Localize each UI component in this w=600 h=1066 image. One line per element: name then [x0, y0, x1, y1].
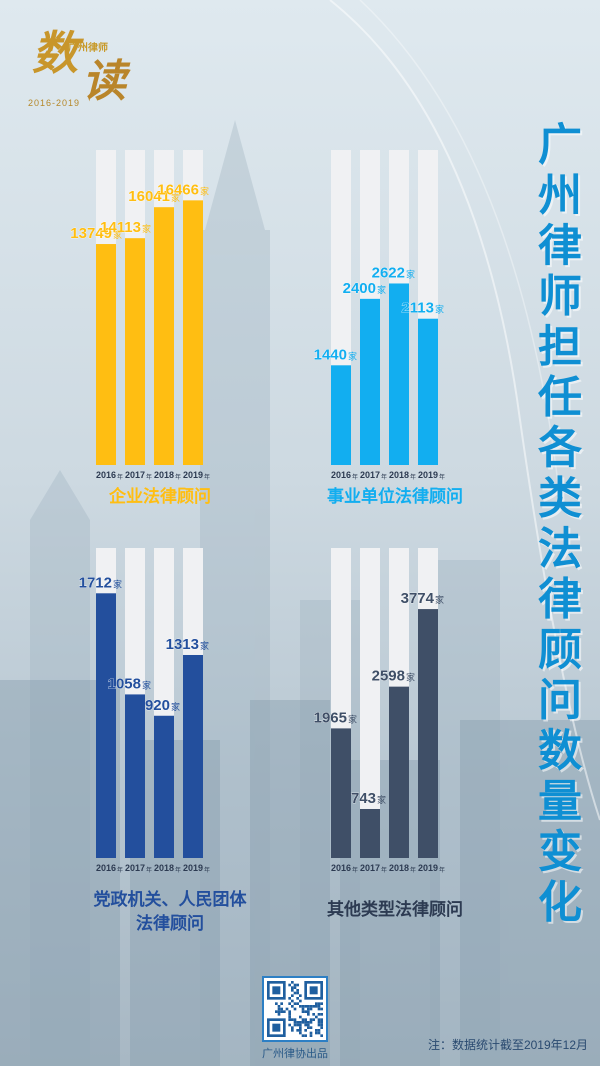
year-label-2017: 2017	[360, 470, 380, 480]
year-label-2019: 2019	[183, 863, 203, 873]
year-suffix: 年	[410, 473, 416, 481]
unit-label: 家	[377, 794, 386, 805]
year-suffix: 年	[175, 473, 181, 481]
year-label-2016: 2016	[96, 470, 116, 480]
bar-2017	[360, 298, 380, 465]
value-label-2017: 743	[351, 790, 376, 807]
bar-2018	[389, 283, 409, 465]
value-label-2018: 16041	[128, 188, 170, 205]
chart-caption-public-institution: 事业单位法律顾问	[327, 487, 463, 506]
year-label-2018: 2018	[154, 470, 174, 480]
bar-2018	[154, 715, 174, 858]
year-label-2018: 2018	[154, 863, 174, 873]
year-suffix: 年	[381, 473, 387, 481]
bar-2019	[183, 200, 203, 465]
logo-years: 2016-2019	[28, 98, 81, 108]
bar-2018	[154, 207, 174, 465]
qr-code[interactable]	[262, 976, 328, 1042]
year-label-2016: 2016	[331, 470, 351, 480]
unit-label: 家	[348, 350, 357, 361]
value-label-2017: 2400	[343, 280, 376, 297]
unit-label: 家	[171, 701, 180, 712]
chart-caption-party-government: 党政机关、人民团体 法律顾问	[93, 890, 247, 933]
year-suffix: 年	[352, 866, 358, 874]
bar-2019	[418, 609, 438, 858]
value-label-2016: 1965	[314, 709, 347, 726]
unit-label: 家	[142, 679, 151, 690]
page-title: 广州律师担任各类法律顾问数量变化	[531, 121, 580, 929]
year-suffix: 年	[381, 866, 387, 874]
year-label-2017: 2017	[125, 470, 145, 480]
value-label-2018: 920	[145, 697, 170, 714]
year-label-2017: 2017	[125, 863, 145, 873]
footnote: 注：数据统计截至2019年12月	[427, 1038, 588, 1052]
year-suffix: 年	[117, 866, 123, 874]
year-suffix: 年	[439, 473, 445, 481]
value-label-2016: 1440	[314, 346, 347, 363]
unit-label: 家	[348, 713, 357, 724]
value-label-2019: 3774	[401, 590, 435, 607]
value-label-2017: 1058	[108, 675, 141, 692]
unit-label: 家	[377, 284, 386, 295]
value-label-2016: 1712	[79, 574, 112, 591]
bar-2019	[418, 318, 438, 465]
logo-script-char2: 读	[82, 56, 126, 107]
year-suffix: 年	[117, 473, 123, 481]
year-suffix: 年	[352, 473, 358, 481]
bar-2018	[389, 686, 409, 858]
bar-track	[360, 548, 380, 858]
bar-2019	[183, 654, 203, 858]
year-label-2019: 2019	[183, 470, 203, 480]
value-label-2016: 13749	[70, 225, 112, 242]
unit-label: 家	[142, 223, 151, 234]
year-label-2019: 2019	[418, 863, 438, 873]
bar-2016	[331, 728, 351, 858]
year-label-2018: 2018	[389, 863, 409, 873]
value-label-2019: 1313	[166, 636, 199, 653]
bar-2017	[125, 238, 145, 465]
value-label-2019: 16466	[157, 181, 199, 198]
year-label-2018: 2018	[389, 470, 409, 480]
bar-2016	[96, 244, 116, 465]
brand-logo: 数 读 广州律师 2016-2019	[10, 12, 140, 112]
chart-caption-enterprise: 企业法律顾问	[109, 487, 211, 506]
year-suffix: 年	[175, 866, 181, 874]
unit-label: 家	[171, 192, 180, 203]
qr-label: 广州律协出品	[262, 1048, 328, 1060]
value-label-2019: 2113	[401, 300, 434, 317]
unit-label: 家	[435, 594, 444, 605]
logo-script-char1: 数	[32, 26, 78, 80]
bar-2017	[125, 694, 145, 858]
chart-caption-other-types: 其他类型法律顾问	[327, 900, 463, 919]
bar-2016	[331, 365, 351, 465]
logo-brand: 广州律师	[68, 43, 108, 54]
bar-2016	[96, 593, 116, 858]
unit-label: 家	[200, 640, 209, 651]
value-label-2017: 14113	[100, 219, 141, 236]
year-suffix: 年	[410, 866, 416, 874]
value-label-2018: 2622	[372, 264, 405, 281]
unit-label: 家	[406, 268, 415, 279]
year-label-2017: 2017	[360, 863, 380, 873]
unit-label: 家	[113, 578, 122, 589]
year-label-2016: 2016	[331, 863, 351, 873]
year-suffix: 年	[146, 473, 152, 481]
unit-label: 家	[435, 304, 444, 315]
unit-label: 家	[406, 672, 415, 683]
year-suffix: 年	[204, 866, 210, 874]
value-label-2018: 2598	[372, 668, 405, 685]
unit-label: 家	[200, 185, 209, 196]
year-label-2016: 2016	[96, 863, 116, 873]
year-suffix: 年	[204, 473, 210, 481]
year-suffix: 年	[439, 866, 445, 874]
year-label-2019: 2019	[418, 470, 438, 480]
year-suffix: 年	[146, 866, 152, 874]
unit-label: 家	[113, 229, 122, 240]
bar-2017	[360, 808, 380, 858]
